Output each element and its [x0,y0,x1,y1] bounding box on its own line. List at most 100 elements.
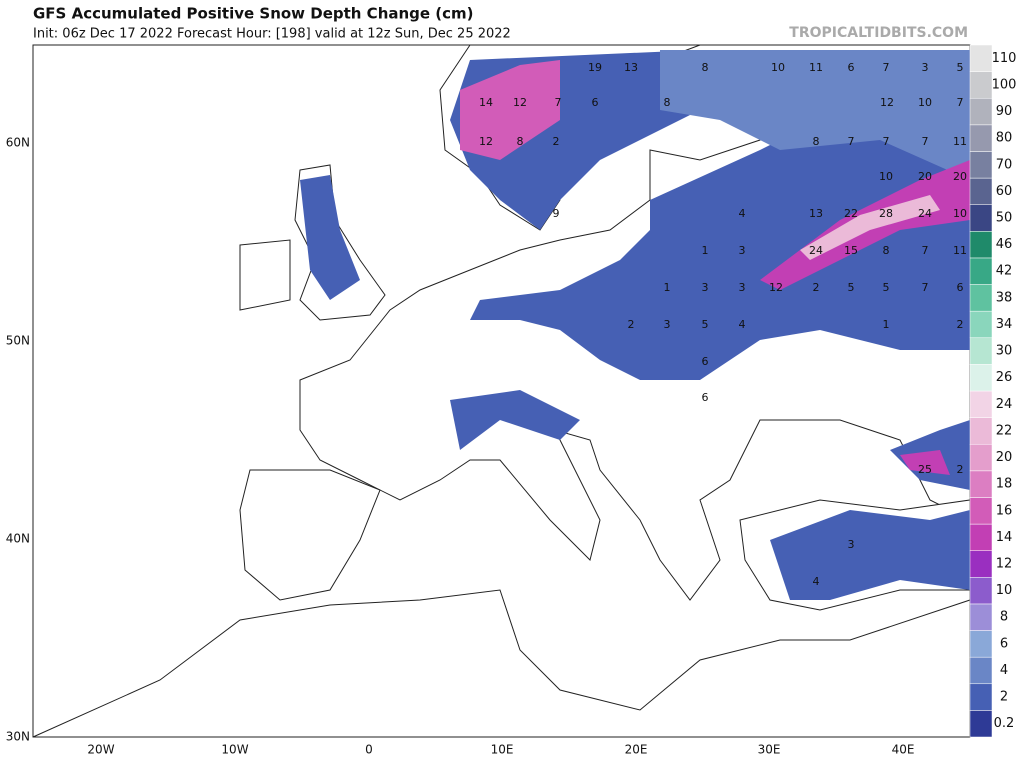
snow-value-label: 6 [848,61,855,74]
colorbar-cell [969,284,993,312]
snow-value-label: 13 [809,207,823,220]
colorbar-cell [969,177,993,205]
colorbar-label: 18 [996,477,1013,492]
snow-value-label: 12 [880,96,894,109]
colorbar-label: 8 [1000,610,1008,625]
colorbar-cell [969,470,993,498]
lon-label: 30E [758,743,781,757]
lat-label: 40N [6,532,30,546]
colorbar: 0.22468101214161820222426303438424650607… [969,44,1017,738]
colorbar-cell [969,390,993,418]
snow-area [450,390,580,450]
snow-value-label: 1 [702,244,709,257]
colorbar-cell [969,97,993,126]
colorbar-cell [969,577,993,605]
snow-value-label: 12 [513,96,527,109]
colorbar-cell [969,310,993,339]
snow-value-label: 5 [848,281,855,294]
snow-value-label: 11 [809,61,823,74]
snow-area [900,450,950,475]
lat-label: 30N [6,730,30,744]
lat-label: 50N [6,334,30,348]
colorbar-label: 38 [996,290,1013,305]
colorbar-label: 100 [992,77,1017,92]
snow-value-label: 6 [702,355,709,368]
colorbar-label: 110 [992,51,1017,66]
colorbar-cell [969,497,993,525]
snow-value-label: 15 [844,244,858,257]
lon-label: 0 [365,743,373,757]
snow-value-label: 2 [957,318,964,331]
land-ireland [239,239,291,311]
snow-value-label: 7 [922,244,929,257]
snow-area [800,195,940,260]
colorbar-cell [969,151,993,179]
snow-value-label: 10 [953,207,967,220]
snow-value-label: 6 [592,96,599,109]
snow-value-label: 7 [555,96,562,109]
snow-value-label: 3 [702,281,709,294]
colorbar-cell [969,683,993,711]
snow-value-label: 8 [702,61,709,74]
snow-value-label: 4 [739,207,746,220]
snow-area [300,175,360,300]
snow-value-label: 7 [883,61,890,74]
colorbar-label: 50 [996,211,1013,226]
colorbar-cell [969,257,993,285]
snow-value-label: 7 [883,135,890,148]
colorbar-cell [969,630,993,658]
watermark: TROPICALTIDBITS.COM [789,25,968,41]
snow-value-label: 3 [739,281,746,294]
colorbar-cell [969,204,993,232]
colorbar-label: 26 [996,370,1013,385]
snow-value-label: 13 [624,61,638,74]
snow-value-label: 8 [517,135,524,148]
snow-value-label: 6 [702,391,709,404]
snow-value-label: 3 [739,244,746,257]
snow-value-label: 5 [702,318,709,331]
colorbar-label: 46 [996,237,1013,252]
snow-value-label: 10 [879,170,893,183]
snow-value-label: 20 [953,170,967,183]
lon-label: 40E [892,743,915,757]
colorbar-cell [969,656,993,685]
snow-value-label: 28 [879,207,893,220]
snow-value-label: 11 [953,135,967,148]
colorbar-label: 80 [996,131,1013,146]
colorbar-label: 22 [996,423,1013,438]
colorbar-label: 20 [996,450,1013,465]
snow-value-label: 20 [918,170,932,183]
snow-area [660,50,970,180]
colorbar-label: 12 [996,557,1013,572]
colorbar-cell [969,231,993,259]
colorbar-cell [969,417,993,445]
snow-value-label: 2 [628,318,635,331]
colorbar-cell [969,124,993,152]
colorbar-label: 30 [996,344,1013,359]
snow-area [470,70,970,380]
snow-value-label: 8 [883,244,890,257]
snow-value-label: 8 [664,96,671,109]
snow-value-label: 4 [739,318,746,331]
snow-value-label: 1 [883,318,890,331]
snow-value-label: 5 [883,281,890,294]
snow-value-label: 12 [769,281,783,294]
snow-value-label: 3 [664,318,671,331]
colorbar-cell [969,443,993,472]
snow-area [460,60,560,160]
colorbar-label: 10 [996,583,1013,598]
colorbar-cell [969,71,993,99]
snow-value-label: 7 [848,135,855,148]
snow-value-label: 12 [479,135,493,148]
colorbar-label: 0.2 [994,716,1015,731]
snow-value-label: 22 [844,207,858,220]
snow-value-label: 24 [809,244,823,257]
snow-value-label: 19 [588,61,602,74]
colorbar-cell [969,603,993,631]
snow-value-label: 25 [918,463,932,476]
snow-value-label: 2 [813,281,820,294]
title: GFS Accumulated Positive Snow Depth Chan… [33,5,474,23]
snow-value-label: 9 [553,207,560,220]
